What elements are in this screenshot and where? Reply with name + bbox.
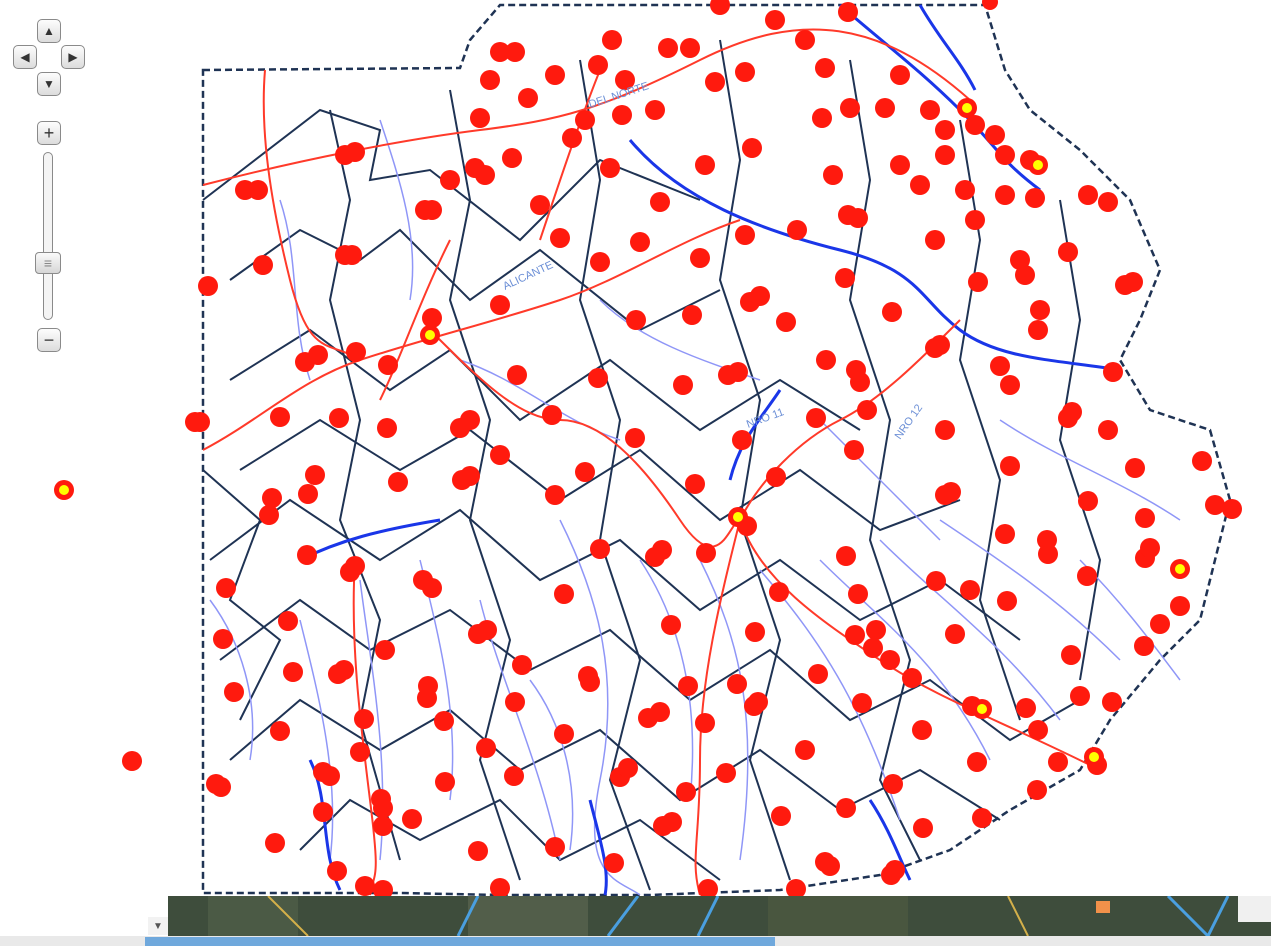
highlighted-markers <box>54 98 1190 767</box>
settlement-markers <box>122 0 1242 900</box>
pan-left-button[interactable]: ◀ <box>13 45 37 69</box>
zoom-out-button[interactable]: − <box>37 328 61 352</box>
zoom-in-button[interactable]: + <box>37 121 61 145</box>
minor-rivers <box>209 119 1181 896</box>
scroll-down-arrow[interactable]: ▼ <box>148 917 168 935</box>
pan-down-button[interactable]: ▼ <box>37 72 61 96</box>
route-label-nro12: NRO 12 <box>893 402 926 441</box>
district-borders <box>202 39 1102 891</box>
pan-up-button[interactable]: ▲ <box>37 19 61 43</box>
zoom-slider-track[interactable] <box>43 152 53 320</box>
bottom-blue-bar <box>145 937 775 946</box>
zoom-slider-thumb[interactable]: ≡ <box>35 252 61 274</box>
route-label-alicante: ALICANTE <box>501 259 555 293</box>
satellite-imagery-strip <box>168 896 1271 936</box>
pan-right-button[interactable]: ▶ <box>61 45 85 69</box>
